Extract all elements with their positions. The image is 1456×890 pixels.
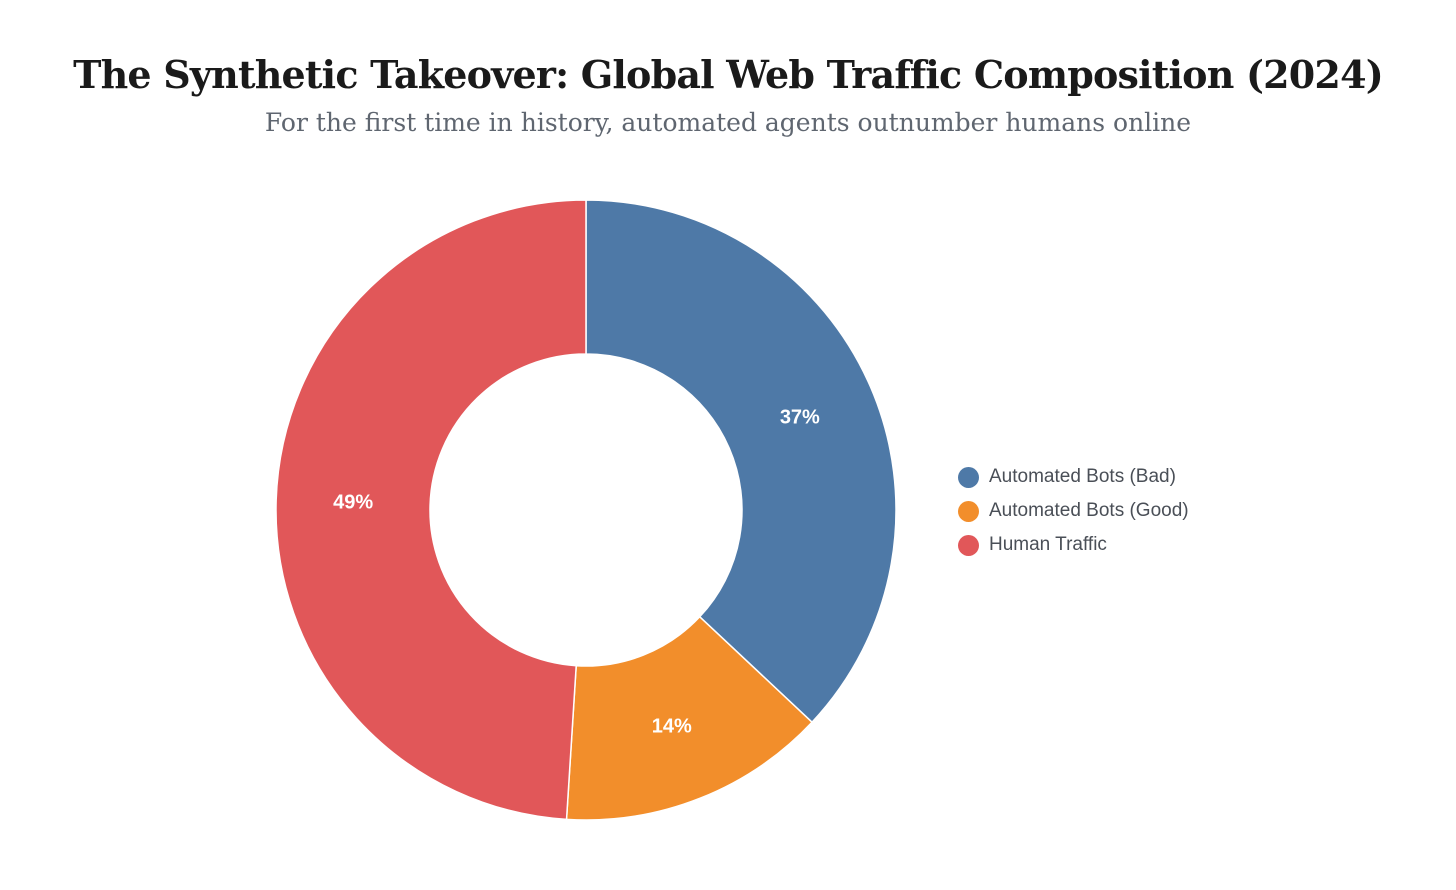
legend-label-human-traffic: Human Traffic bbox=[989, 534, 1107, 555]
slice-human-traffic[interactable] bbox=[275, 199, 587, 821]
legend-label-good-bots: Automated Bots (Good) bbox=[989, 500, 1189, 521]
label-bad-bots: 37% bbox=[780, 406, 820, 428]
chart-legend: Automated Bots (Bad) Automated Bots (Goo… bbox=[958, 460, 1189, 562]
legend-label-bad-bots: Automated Bots (Bad) bbox=[989, 466, 1176, 487]
legend-item-human-traffic[interactable]: Human Traffic bbox=[958, 528, 1189, 562]
chart-title: The Synthetic Takeover: Global Web Traff… bbox=[73, 52, 1384, 97]
legend-item-bad-bots[interactable]: Automated Bots (Bad) bbox=[958, 460, 1189, 494]
legend-swatch-bad-bots bbox=[958, 466, 979, 488]
chart-subtitle: For the first time in history, automated… bbox=[264, 108, 1192, 137]
legend-item-good-bots[interactable]: Automated Bots (Good) bbox=[958, 494, 1189, 528]
label-human-traffic: 49% bbox=[333, 492, 373, 514]
legend-swatch-good-bots bbox=[958, 500, 979, 522]
slice-bad-bots[interactable] bbox=[585, 199, 897, 724]
label-good-bots: 14% bbox=[652, 716, 692, 738]
legend-swatch-human-traffic bbox=[958, 534, 979, 556]
slice-good-bots[interactable] bbox=[565, 615, 814, 821]
